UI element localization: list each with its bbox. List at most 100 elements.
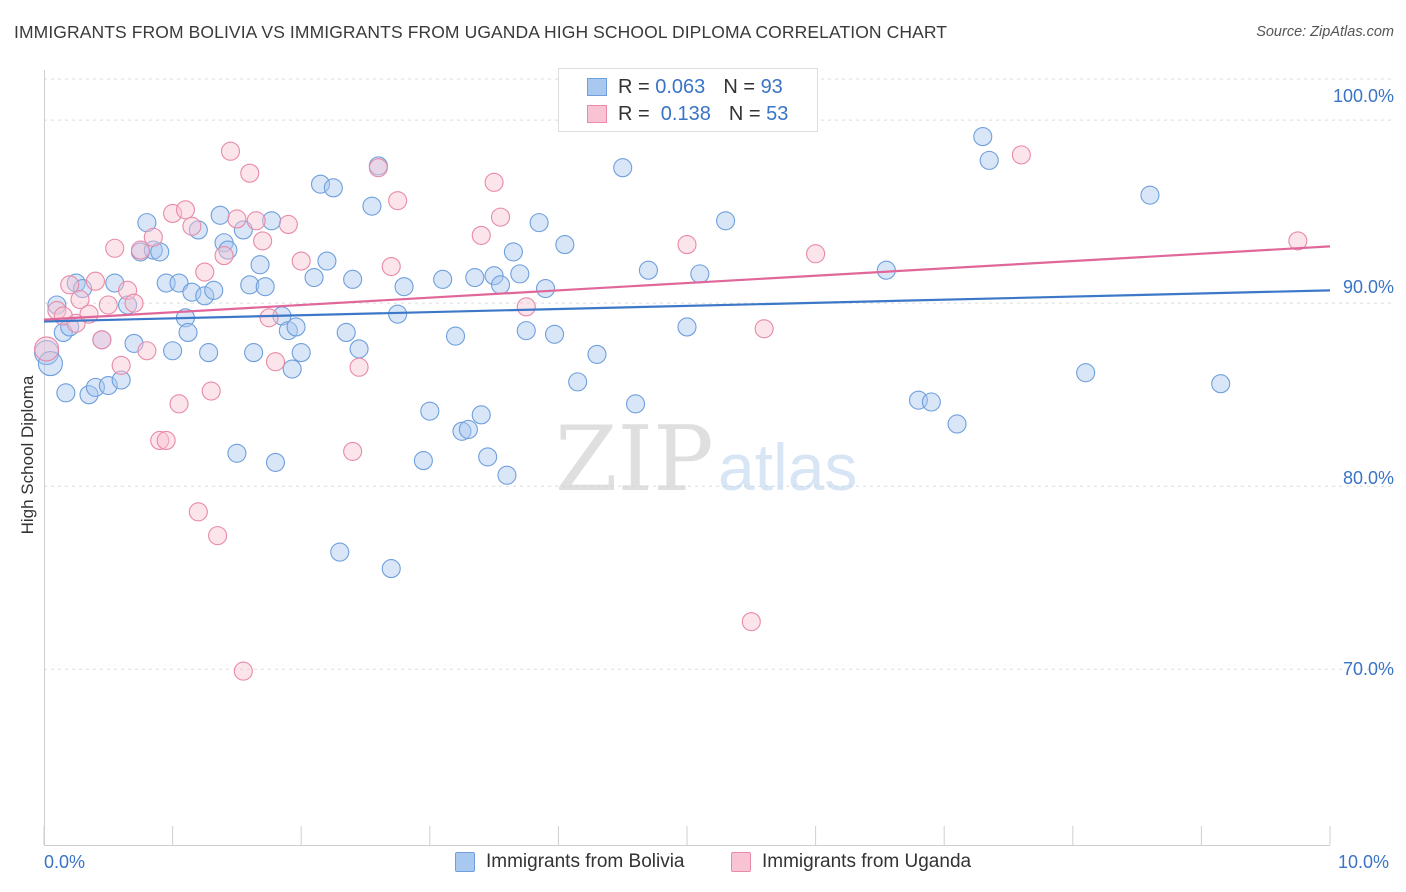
n-value: 53 [766, 102, 789, 125]
data-point [979, 150, 999, 170]
data-point [37, 351, 63, 377]
data-point [163, 341, 183, 361]
data-point [111, 370, 131, 390]
source-label: Source: ZipAtlas.com [1256, 24, 1394, 40]
series-uganda [34, 141, 1308, 681]
data-point [317, 251, 337, 271]
data-point [137, 341, 157, 361]
data-point [98, 295, 118, 315]
data-point [1076, 363, 1096, 383]
data-point [246, 211, 266, 231]
data-point [362, 196, 382, 216]
data-point [323, 178, 343, 198]
data-point [124, 293, 144, 313]
data-point [195, 262, 215, 282]
data-point [381, 256, 401, 277]
data-point [182, 216, 202, 236]
y-axis-label: High School Diploma [18, 375, 37, 535]
data-point [156, 430, 176, 450]
stats-row-bolivia: R = 0.063 N = 93 [559, 74, 783, 100]
trend-lines [43, 245, 1331, 323]
data-point [220, 141, 241, 161]
legend-item-uganda: Immigrants from Uganda [731, 851, 971, 873]
data-point [716, 211, 736, 231]
data-point [754, 319, 774, 339]
y-tick-label-70: 70.0% [1342, 659, 1394, 679]
r-label: R = [618, 102, 656, 125]
data-point [163, 203, 183, 224]
data-point [259, 308, 279, 328]
data-point [188, 220, 208, 240]
x-tick-label-min: 0.0% [44, 852, 86, 872]
data-point [490, 275, 511, 295]
data-point [143, 227, 163, 247]
data-point [265, 352, 286, 372]
data-point [471, 405, 491, 425]
data-point [343, 269, 363, 289]
data-point [47, 295, 67, 315]
data-point [282, 359, 302, 379]
legend-label-uganda: Immigrants from Uganda [762, 851, 972, 872]
data-point [330, 542, 350, 562]
data-point [613, 158, 633, 178]
data-point [286, 317, 306, 337]
data-point [150, 430, 170, 450]
data-point [336, 322, 356, 342]
stats-swatch-uganda [587, 105, 607, 123]
data-point [70, 289, 90, 310]
data-point [304, 267, 324, 288]
data-point [169, 394, 189, 414]
legend-label-bolivia: Immigrants from Bolivia [486, 851, 685, 872]
data-point [79, 385, 99, 405]
data-point [34, 336, 60, 362]
data-point [169, 273, 189, 293]
data-point [291, 251, 311, 271]
data-point [381, 559, 401, 579]
trend-line-bolivia [43, 289, 1331, 323]
n-label: N = [723, 75, 761, 98]
points [34, 127, 1308, 681]
data-point [208, 526, 228, 546]
legend-swatch-bolivia [455, 852, 475, 872]
data-point [98, 375, 118, 396]
data-point [227, 209, 247, 229]
data-point [349, 339, 369, 359]
r-label: R = [618, 75, 656, 98]
data-point [876, 260, 896, 280]
data-point [413, 451, 433, 471]
stats-legend-box: R = 0.063 N = 93 R = 0.138 N = 53 [558, 68, 818, 132]
data-point [478, 447, 498, 467]
data-point [484, 172, 504, 192]
data-point [638, 260, 658, 280]
legend-item-bolivia: Immigrants from Bolivia [455, 851, 685, 873]
data-point [343, 441, 363, 461]
data-point [244, 343, 264, 363]
r-value: 0.063 [655, 75, 706, 98]
r-value: 0.138 [655, 102, 711, 125]
data-point [535, 278, 556, 299]
data-point [188, 502, 208, 522]
data-point [240, 163, 260, 183]
watermark: ZIP atlas [555, 407, 857, 512]
watermark-atlas: atlas [718, 430, 857, 504]
data-point [199, 343, 219, 363]
data-point [250, 255, 270, 275]
y-tick-label-100: 100.0% [1332, 86, 1394, 106]
data-point [568, 372, 588, 392]
data-point [445, 326, 466, 346]
trend-line-uganda [43, 245, 1331, 321]
data-point [544, 324, 565, 344]
data-point [503, 242, 523, 262]
data-point [1288, 231, 1308, 251]
y-tick-label-80: 80.0% [1342, 468, 1394, 488]
data-point [240, 275, 260, 295]
data-point [218, 240, 238, 260]
data-point [111, 355, 131, 375]
data-point [677, 235, 697, 255]
data-point [79, 304, 99, 324]
data-point [973, 127, 993, 147]
data-point [690, 264, 710, 284]
data-point [201, 381, 221, 401]
data-point [105, 238, 125, 258]
